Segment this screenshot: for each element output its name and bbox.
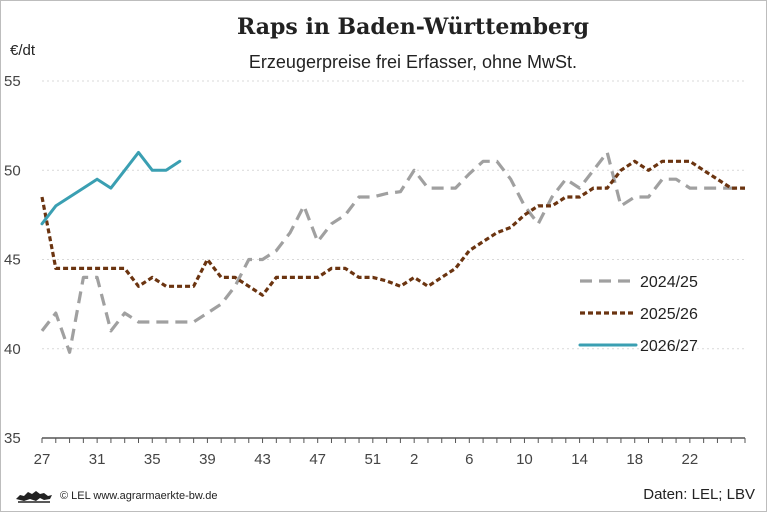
x-tick-label: 22: [682, 451, 699, 468]
grid-lines: [42, 80, 745, 350]
data-source-text: Daten: LEL; LBV: [643, 486, 755, 503]
legend-label-2025-26: 2025/26: [640, 306, 698, 323]
x-tick-label: 2: [410, 451, 418, 468]
y-tick-label: 55: [4, 73, 21, 90]
lel-logo-icon: [14, 487, 54, 510]
y-tick-label: 35: [4, 430, 21, 447]
x-tick-label: 6: [465, 451, 473, 468]
x-tick-label: 35: [144, 451, 161, 468]
series-line-2025-26: [40, 159, 745, 297]
chart-title: Raps in Baden-Württemberg: [237, 14, 589, 40]
y-tick-label: 50: [4, 162, 21, 179]
x-tick-label: 51: [364, 451, 381, 468]
series-lines: [40, 150, 745, 354]
y-tick-label: 40: [4, 341, 21, 358]
legend: 2024/25 2025/26 2026/27: [578, 274, 698, 355]
x-tick-label: 47: [309, 451, 326, 468]
x-tick-label: 31: [89, 451, 106, 468]
copyright-text: © LEL www.agrarmaerkte-bw.de: [60, 490, 218, 502]
x-tick-label: 14: [571, 451, 588, 468]
x-axis: [41, 437, 746, 443]
x-tick-label: 39: [199, 451, 216, 468]
x-tick-label: 10: [516, 451, 533, 468]
y-axis-unit-label: €/dt: [10, 42, 36, 59]
legend-label-2026-27: 2026/27: [640, 338, 698, 355]
chart-subtitle: Erzeugerpreise frei Erfasser, ohne MwSt.: [248, 52, 578, 72]
series-line-2024-25: [40, 150, 745, 354]
x-tick-label: 27: [34, 451, 51, 468]
legend-label-2024-25: 2024/25: [640, 274, 698, 291]
series-line-2026-27: [40, 150, 182, 226]
y-tick-label: 45: [4, 252, 21, 269]
x-axis-ticks: 27 31 35 39 43 47 51 2 6 10 14 18 22: [34, 451, 699, 468]
y-axis-ticks: 35 40 45 50 55: [4, 73, 21, 447]
x-tick-label: 43: [254, 451, 271, 468]
x-tick-label: 18: [626, 451, 643, 468]
